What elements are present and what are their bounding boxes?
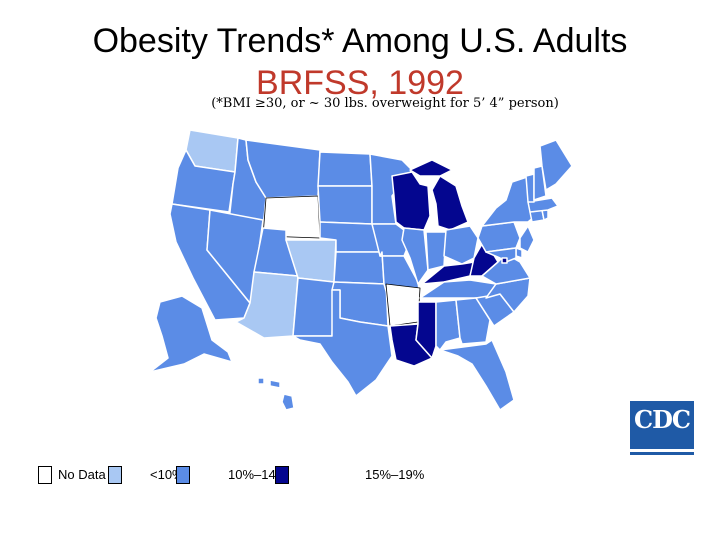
state-sd bbox=[317, 185, 373, 225]
state-mi bbox=[409, 159, 469, 231]
state-mn bbox=[369, 153, 413, 225]
state-dc bbox=[501, 257, 508, 264]
cdc-logo-tagline bbox=[630, 452, 694, 455]
map-title: Obesity Trends* Among U.S. Adults bbox=[92, 22, 628, 60]
map-subtitle: BRFSS, 1992 bbox=[256, 64, 464, 102]
state-de bbox=[515, 247, 523, 259]
bmi-footnote: (*BMI ≥30, or ~ 30 lbs. overweight for 5… bbox=[211, 96, 559, 111]
legend-label-15-19: 15%–19% bbox=[365, 467, 425, 482]
state-tx bbox=[292, 289, 393, 397]
state-hi bbox=[257, 377, 295, 411]
state-pa bbox=[477, 221, 521, 253]
state-ar bbox=[385, 283, 421, 327]
legend-swatch-15-19 bbox=[275, 466, 289, 484]
state-ks bbox=[333, 251, 385, 285]
state-vt bbox=[525, 173, 535, 203]
legend-label-10-14: 10%–14% bbox=[228, 467, 288, 482]
legend-swatch-10-14 bbox=[176, 466, 190, 484]
state-wi bbox=[391, 171, 431, 231]
state-il bbox=[401, 227, 429, 285]
state-ak bbox=[149, 295, 233, 373]
legend-swatch-no-data bbox=[38, 466, 52, 484]
state-nm bbox=[292, 277, 335, 337]
legend-label-lt10: <10% bbox=[150, 467, 184, 482]
legend-label-no-data: No Data bbox=[58, 467, 106, 482]
cdc-logo: CDC bbox=[630, 401, 694, 449]
state-nd bbox=[317, 151, 373, 187]
state-fl bbox=[439, 339, 515, 411]
state-me bbox=[539, 139, 573, 191]
legend-swatch-lt10 bbox=[108, 466, 122, 484]
state-oh bbox=[443, 225, 479, 265]
state-nj bbox=[519, 225, 535, 253]
state-md bbox=[485, 247, 517, 263]
state-va bbox=[481, 253, 531, 285]
state-ma bbox=[527, 197, 559, 213]
cdc-logo-text: CDC bbox=[633, 405, 691, 434]
state-in bbox=[425, 231, 447, 271]
